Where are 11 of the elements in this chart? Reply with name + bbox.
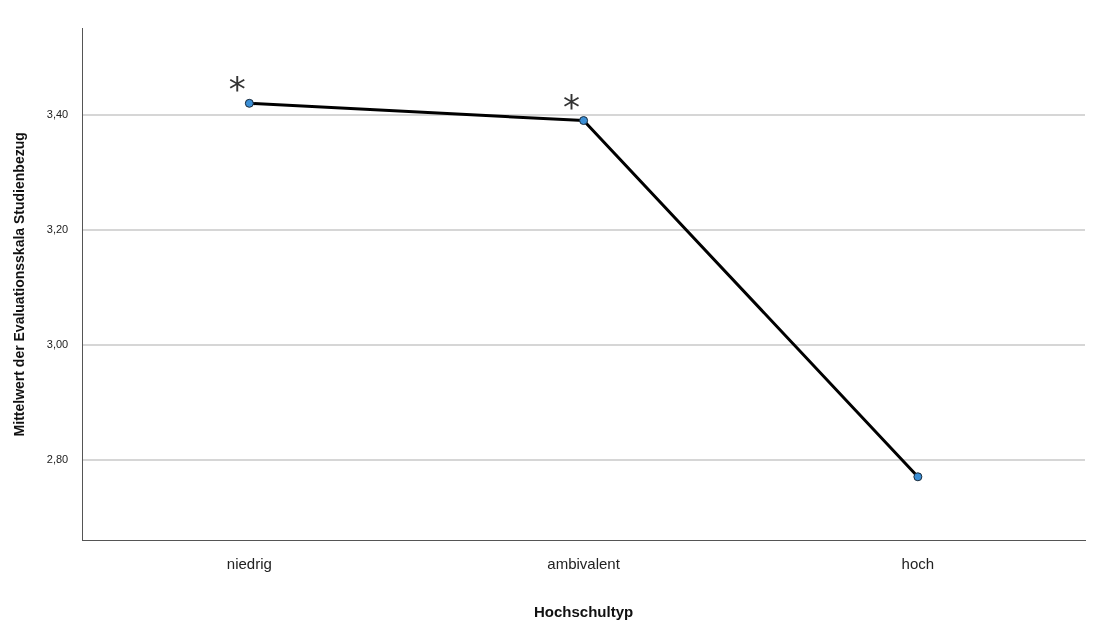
x-tick-label: hoch <box>901 555 935 573</box>
x-tick-label: ambivalent <box>547 555 621 573</box>
y-axis-title: Mittelwert der Evaluationsskala Studienbezug <box>11 132 28 437</box>
y-tick-label: 3,40 <box>46 107 69 120</box>
x-tick-label: niedrig <box>226 555 272 573</box>
x-axis-title: Hochschultyp <box>534 603 634 621</box>
annotation: * <box>228 69 246 110</box>
y-tick-label: 2,80 <box>46 452 69 465</box>
y-tick-label: 3,20 <box>46 222 69 235</box>
annotation: * <box>563 86 581 127</box>
y-tick-label: 3,00 <box>46 337 69 350</box>
